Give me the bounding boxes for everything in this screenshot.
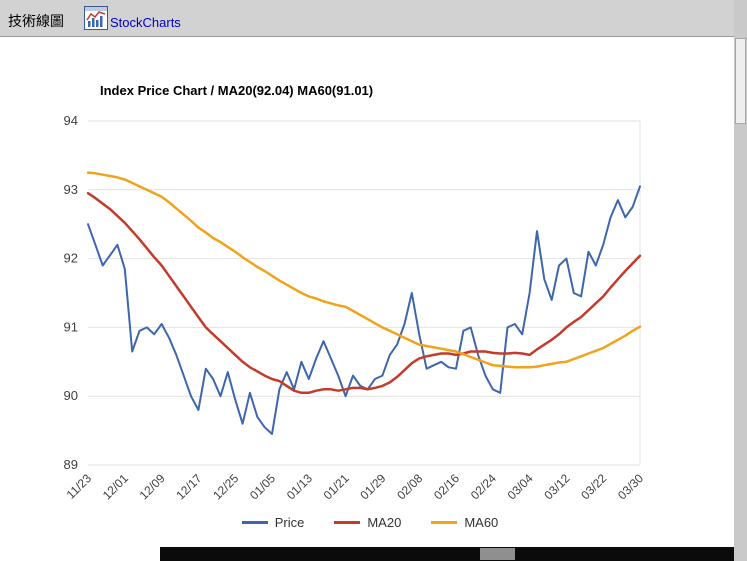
- legend-item-ma20: MA20: [334, 515, 401, 530]
- horizontal-scrollbar-thumb[interactable]: [480, 548, 515, 560]
- chart-panel: Index Price Chart / MA20(92.04) MA60(91.…: [0, 37, 734, 561]
- svg-text:01/29: 01/29: [357, 471, 388, 502]
- vertical-scrollbar-thumb[interactable]: [735, 38, 746, 124]
- svg-text:90: 90: [64, 388, 78, 403]
- horizontal-scrollbar[interactable]: [160, 547, 734, 561]
- svg-text:03/12: 03/12: [541, 471, 572, 502]
- ma20-line-swatch: [334, 521, 361, 524]
- page-title: 技術線圖: [8, 13, 64, 29]
- svg-text:12/25: 12/25: [210, 471, 241, 502]
- svg-text:91: 91: [64, 319, 78, 334]
- legend-item-price: Price: [241, 515, 305, 530]
- stockcharts-link[interactable]: StockCharts: [110, 15, 181, 30]
- svg-text:03/04: 03/04: [505, 471, 536, 502]
- legend-label-ma20: MA20: [367, 515, 402, 530]
- svg-text:12/09: 12/09: [137, 471, 168, 502]
- svg-text:92: 92: [64, 251, 78, 266]
- vertical-scrollbar[interactable]: [734, 0, 747, 561]
- chart-legend: Price MA20 MA60: [20, 515, 720, 530]
- scrollbar-corner: [734, 547, 747, 561]
- svg-text:93: 93: [64, 182, 78, 197]
- svg-text:12/17: 12/17: [173, 471, 204, 502]
- price-line-swatch: [241, 521, 268, 524]
- chart-title: Index Price Chart / MA20(92.04) MA60(91.…: [100, 83, 374, 98]
- svg-text:02/24: 02/24: [468, 471, 499, 502]
- svg-text:89: 89: [64, 457, 78, 472]
- ma60-line-swatch: [431, 521, 458, 524]
- svg-text:01/13: 01/13: [284, 471, 315, 502]
- svg-text:01/05: 01/05: [247, 471, 278, 502]
- svg-text:11/23: 11/23: [64, 471, 95, 502]
- svg-text:12/01: 12/01: [100, 471, 131, 502]
- stockcharts-logo-icon: [84, 6, 108, 30]
- svg-text:03/30: 03/30: [615, 471, 646, 502]
- svg-text:94: 94: [64, 113, 78, 128]
- svg-text:01/21: 01/21: [321, 471, 352, 502]
- svg-text:03/22: 03/22: [578, 471, 609, 502]
- svg-text:02/16: 02/16: [431, 471, 462, 502]
- svg-text:02/08: 02/08: [394, 471, 425, 502]
- topbar: 技術線圖 StockCharts: [0, 0, 747, 37]
- legend-label-ma60: MA60: [464, 515, 499, 530]
- legend-item-ma60: MA60: [431, 515, 498, 530]
- legend-label-price: Price: [274, 515, 305, 530]
